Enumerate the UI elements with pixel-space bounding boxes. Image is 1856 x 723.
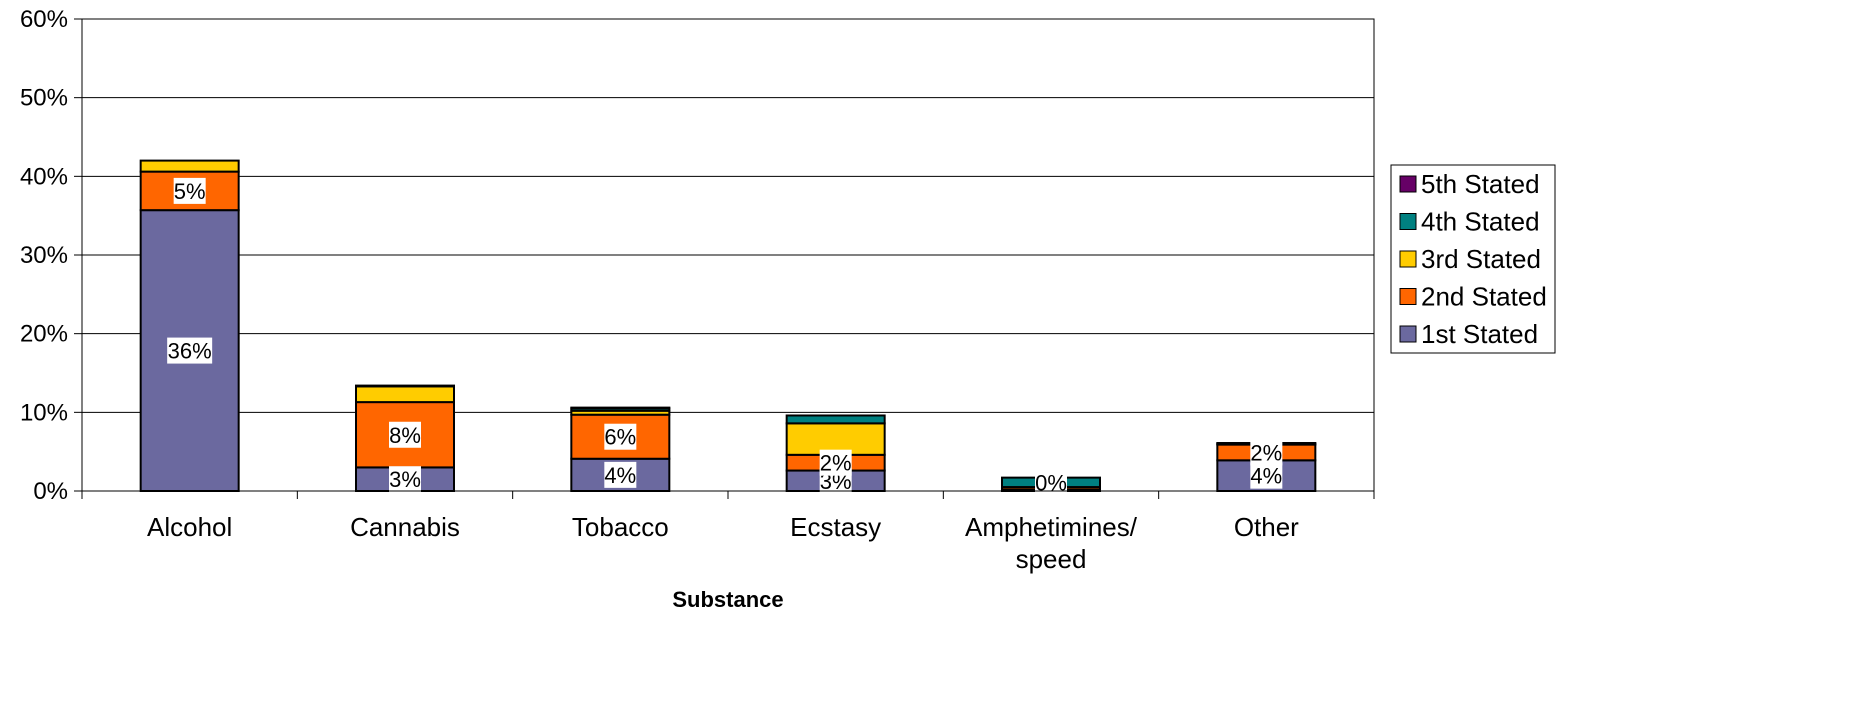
y-tick-label: 0% (33, 478, 68, 505)
gridlines (82, 97, 1374, 413)
x-axis-title: Substance (672, 587, 783, 612)
data-labels: 36%5%3%8%4%6%3%2%0% 4%2% (167, 177, 1283, 496)
legend-label: 4th Stated (1421, 207, 1540, 237)
bar-segment (570, 406, 671, 410)
data-label-box (167, 337, 213, 364)
legend-swatch (1399, 213, 1417, 230)
data-label-box (604, 423, 637, 450)
x-category-label: Amphetimines/ (965, 512, 1138, 542)
y-tick-label: 20% (20, 321, 68, 348)
legend-label: 1st Stated (1421, 319, 1538, 349)
legend: 5th Stated 4th Stated 3rd Stated 2nd Stated… (1390, 164, 1556, 354)
x-category-label: Tobacco (572, 512, 669, 542)
bar-segment (355, 385, 455, 404)
bar-segment (139, 159, 240, 173)
data-label: 6% (604, 425, 636, 450)
legend-swatch (1399, 288, 1417, 305)
data-label-box (389, 466, 421, 493)
data-label: 36% (168, 339, 212, 364)
legend-label: 3rd Stated (1421, 244, 1541, 274)
y-tick-label: 10% (20, 399, 68, 426)
data-label-box (173, 177, 206, 204)
axes: 0% 10% 20% 30% 40% 50% 60% Alcohol Cannabis Tobac… (20, 6, 1375, 574)
legend-swatch (1399, 325, 1417, 343)
data-label: 5% (174, 179, 206, 204)
bars (139, 159, 1317, 493)
data-label: 8% (389, 423, 421, 448)
x-category-label: Ecstasy (790, 512, 881, 542)
x-category-label: Cannabis (350, 512, 460, 542)
data-label: 2% (1250, 440, 1282, 465)
legend-swatch (1399, 250, 1417, 268)
data-label-box (389, 421, 421, 448)
y-tick-label: 30% (20, 242, 68, 269)
x-category-label: speed (1016, 544, 1087, 574)
legend-box (1390, 164, 1556, 354)
data-label-box (1250, 439, 1283, 466)
data-label: 4% (1250, 464, 1282, 489)
y-tick-label: 60% (20, 6, 68, 33)
data-label: 4% (604, 463, 636, 488)
data-label: 0% (1035, 470, 1067, 495)
bar-segment (355, 384, 455, 388)
legend-label: 2nd Stated (1421, 282, 1547, 312)
data-label-box (819, 449, 852, 476)
legend-swatch (1399, 175, 1417, 193)
data-label-box (604, 461, 637, 488)
data-label: 2% (820, 451, 852, 476)
data-label-box (1250, 462, 1283, 489)
y-tick-label: 40% (20, 163, 68, 190)
data-label: 3% (389, 467, 421, 492)
legend-label: 5th Stated (1421, 169, 1540, 199)
y-tick-label: 50% (20, 85, 68, 112)
x-category-label: Alcohol (147, 512, 232, 542)
bar-segment (785, 414, 886, 425)
x-category-label: Other (1234, 512, 1299, 542)
